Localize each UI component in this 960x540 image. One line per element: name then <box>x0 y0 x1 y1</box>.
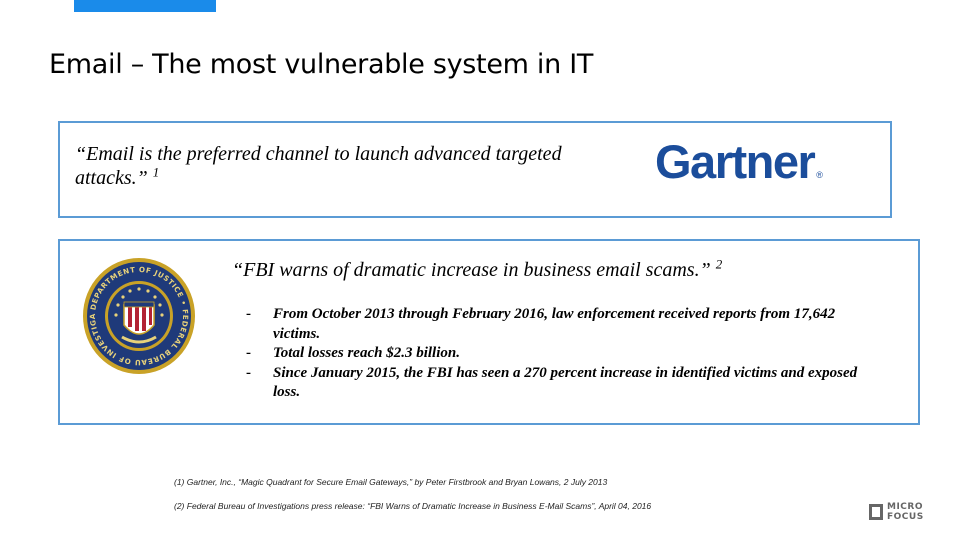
gartner-quote-text: “Email is the preferred channel to launc… <box>75 143 562 189</box>
bullet-text: From October 2013 through February 2016,… <box>273 306 836 342</box>
fbi-quote-box: DEPARTMENT OF JUSTICE • FEDERAL BUREAU O… <box>58 239 920 425</box>
footnotes: (1) Gartner, Inc., “Magic Quadrant for S… <box>174 477 651 511</box>
micro-focus-mark-icon <box>869 504 883 520</box>
brand-line-1: MICRO <box>887 502 923 512</box>
footnote-1: (1) Gartner, Inc., “Magic Quadrant for S… <box>174 477 608 487</box>
slide-title: Email – The most vulnerable system in IT <box>49 49 594 80</box>
bullet-marker: - <box>246 345 251 361</box>
brand-line-2: FOCUS <box>887 512 924 522</box>
micro-focus-logo: MICRO FOCUS <box>869 502 939 523</box>
list-item: - Since January 2015, the FBI has seen a … <box>246 364 866 403</box>
gartner-footnote-ref: 1 <box>152 164 160 180</box>
bullet-marker: - <box>246 364 251 381</box>
footnote-2: (2) Federal Bureau of Investigations pre… <box>174 501 652 511</box>
micro-focus-wordmark: MICRO FOCUS <box>887 502 924 522</box>
accent-bar <box>74 0 216 12</box>
bullet-marker: - <box>246 306 251 322</box>
bullet-text: Since January 2015, the FBI has seen a 2… <box>273 364 858 401</box>
bullet-text: Total losses reach $2.3 billion. <box>273 345 460 361</box>
fbi-bullet-list: - From October 2013 through February 2016… <box>246 305 866 403</box>
fbi-seal-icon: DEPARTMENT OF JUSTICE • FEDERAL BUREAU O… <box>82 257 195 374</box>
fbi-quote: “FBI warns of dramatic increase in busin… <box>232 256 723 282</box>
gartner-quote-box: “Email is the preferred channel to launc… <box>58 121 892 218</box>
gartner-registered-mark: ® <box>816 170 823 180</box>
list-item: - From October 2013 through February 2016… <box>246 305 866 344</box>
gartner-logo: Gartner ® <box>655 134 823 189</box>
fbi-footnote-ref: 2 <box>715 256 723 272</box>
fbi-quote-text: “FBI warns of dramatic increase in busin… <box>232 259 711 281</box>
gartner-logo-text: Gartner <box>655 135 816 188</box>
list-item: - Total losses reach $2.3 billion. <box>246 344 866 364</box>
gartner-quote: “Email is the preferred channel to launc… <box>75 142 625 190</box>
